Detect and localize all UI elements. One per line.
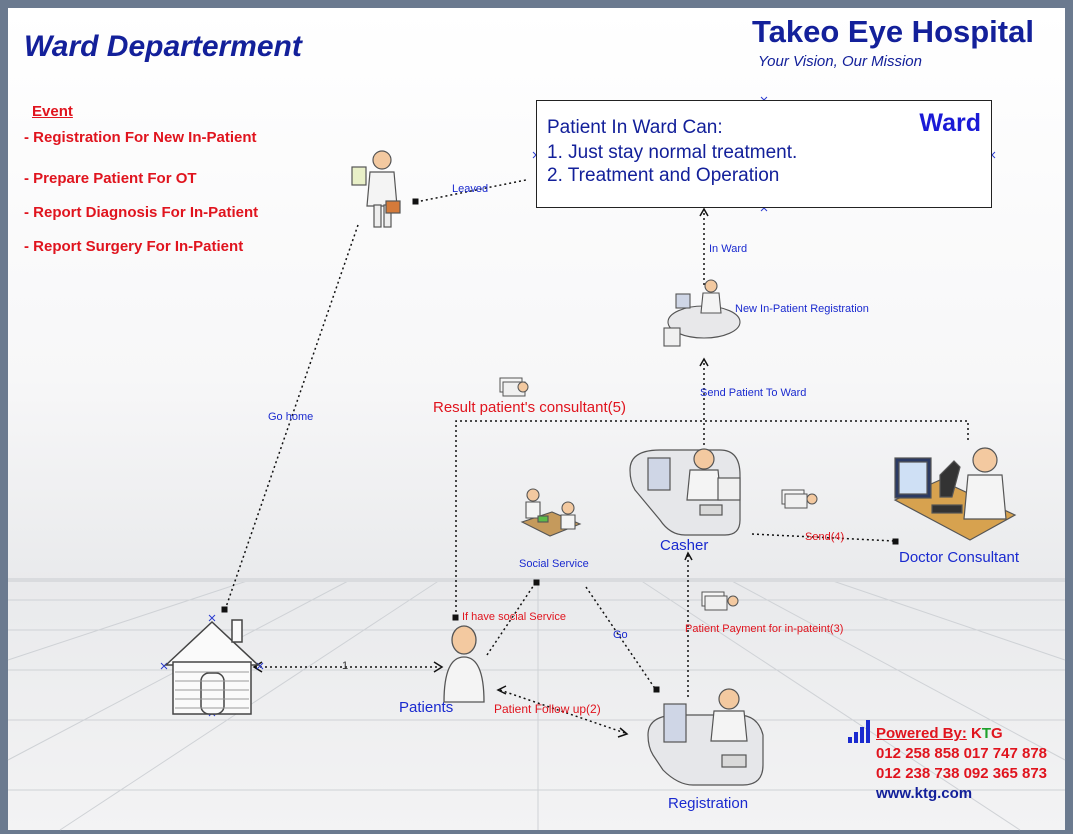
events-heading: Event <box>32 103 73 120</box>
social-service-icon <box>520 488 582 537</box>
powered-by-label: Powered By: <box>876 725 967 742</box>
ward-box: Patient In Ward Can: 1. Just stay normal… <box>536 100 992 208</box>
hospital-name: Takeo Eye Hospital <box>752 14 1034 49</box>
brand-k: K <box>971 725 982 742</box>
edge-label-social-service: If have social Service <box>462 611 566 623</box>
home-icon <box>164 619 260 715</box>
document-stack-icon <box>499 377 529 397</box>
edge-label-in-ward: In Ward <box>709 243 748 255</box>
connectors <box>224 179 969 734</box>
ward-registration-desk-icon <box>663 279 741 347</box>
floor-grid <box>7 579 1066 831</box>
edge-go <box>585 586 657 691</box>
ward-box-label: Ward <box>919 109 981 137</box>
phone-line-2: 012 238 738 092 365 873 <box>876 765 1047 782</box>
doctor-consultant-icon <box>893 447 1017 541</box>
edge-label-leaved: Leaved <box>452 183 489 195</box>
node-label-patients: Patients <box>399 699 454 716</box>
tagline: Your Vision, Our Mission <box>758 53 922 70</box>
ward-box-heading: Patient In Ward Can: <box>547 117 723 138</box>
brand-g: G <box>991 725 1003 742</box>
edge-result-consultant <box>455 420 969 618</box>
powered-by: Powered By: KTG <box>876 725 1003 742</box>
edge-label-result-consultant: Result patient's consultant(5) <box>433 399 626 416</box>
node-label-registration: Registration <box>668 795 749 812</box>
edge-label-send4: Send(4) <box>805 531 845 543</box>
document-stack-icon-2 <box>781 489 818 509</box>
node-label-doctor: Doctor Consultant <box>899 549 1020 566</box>
node-label-social-service: Social Service <box>519 558 589 570</box>
connector-ends <box>221 198 899 738</box>
page-title: Ward Departerment <box>24 30 302 63</box>
document-stack-icon-3 <box>701 591 739 611</box>
casher-desk-icon <box>629 448 741 536</box>
registration-desk-icon <box>647 688 764 786</box>
ward-box-line-2: 2. Treatment and Operation <box>547 165 780 186</box>
event-item: - Prepare Patient For OT <box>24 170 197 187</box>
edge-label-payment: Patient Payment for in-pateint(3) <box>685 623 844 635</box>
edge-label-go: Go <box>613 629 628 641</box>
node-label-casher: Casher <box>660 537 709 554</box>
event-item: - Report Diagnosis For In-Patient <box>24 204 259 221</box>
edge-label-send-to-ward: Send Patient To Ward <box>700 387 807 399</box>
edge-leaved <box>415 179 527 203</box>
edge-label-go-home: Go home <box>268 411 314 423</box>
event-item: - Registration For New In-Patient <box>24 129 257 146</box>
node-label-new-inpatient: New In-Patient Registration <box>735 303 869 315</box>
staff-leaving-icon <box>351 150 401 228</box>
website-link[interactable]: www.ktg.com <box>876 785 973 802</box>
edge-label-follow-up: Patient Follow up(2) <box>494 702 601 716</box>
edge-label-one: 1 <box>342 660 349 672</box>
edge-follow-up <box>499 689 626 734</box>
signal-icon <box>848 720 870 743</box>
phone-line-1: 012 258 858 017 747 878 <box>876 745 1047 762</box>
brand-t: T <box>981 725 992 742</box>
edge-send4 <box>751 533 896 542</box>
event-item: - Report Surgery For In-Patient <box>24 238 244 255</box>
ward-box-line-1: 1. Just stay normal treatment. <box>547 142 798 163</box>
patients-icon <box>443 625 485 703</box>
